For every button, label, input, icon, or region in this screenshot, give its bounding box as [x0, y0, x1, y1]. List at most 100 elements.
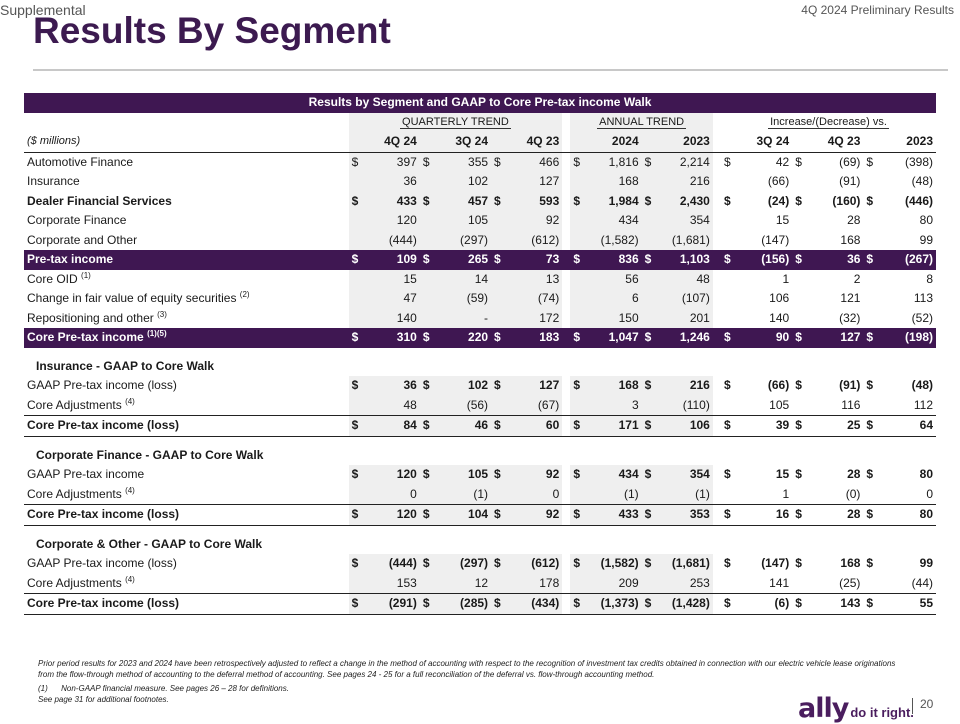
dollar-sign: $ [419, 152, 435, 172]
cell-value: 141 [769, 575, 790, 590]
group-annual: ANNUAL TREND [570, 112, 713, 132]
cell-value: 92 [505, 211, 563, 231]
cell-value: 28 [847, 467, 861, 481]
cell-value: 1,103 [655, 250, 713, 270]
cell-value: 2,430 [655, 191, 713, 211]
cell-value: 1 [782, 271, 790, 286]
cell-value: 355 [434, 152, 492, 172]
dollar-sign: $ [570, 554, 585, 574]
table-row: Insurance 36 102 127 168 216 (66) (91) (48) [24, 172, 936, 192]
table-row: Pre-tax income $109 $265 $73 $836 $1,103 $ (156… [24, 250, 936, 270]
cell-value: 150 [584, 308, 642, 328]
cell-value: 60 [505, 415, 563, 437]
table-row: GAAP Pre-tax income (loss) $ (444) $ (297) $(… [24, 554, 936, 574]
cell-value: 127 [505, 172, 563, 192]
dollar-sign: $ [570, 250, 585, 270]
row-label: Dealer Financial Services [27, 193, 172, 208]
cell-value: (107) [655, 289, 713, 309]
dollar-sign: $ [720, 593, 736, 615]
cell-value: 15 [775, 467, 790, 481]
dollar-sign: $ [792, 328, 807, 348]
cell-value: 16 [735, 504, 793, 526]
cell-value: 433 [362, 191, 420, 211]
cell-value: 168 [584, 172, 642, 192]
cell-value: 105 [434, 211, 492, 231]
dollar-sign: $ [491, 593, 506, 615]
cell-value: (1,582) [584, 554, 642, 574]
cell-value: 48 [655, 269, 713, 289]
cell-value: 140 [769, 310, 790, 325]
dollar-sign: $ [570, 593, 585, 615]
cell-value: (446) [904, 193, 933, 208]
footnote-2: See page 31 for additional footnotes. [38, 695, 169, 704]
table-row: GAAP Pre-tax income (loss) $36 $102 $127 $16… [24, 376, 936, 396]
cell-value: 172 [505, 308, 563, 328]
cell-value: 113 [913, 291, 933, 305]
table-row: Core Adjustments (4) 48 (56) (67) 3 (110) 105 1… [24, 395, 936, 416]
cell-value: 593 [505, 191, 563, 211]
cell-value: 25 [806, 415, 864, 437]
cell-value: 434 [584, 465, 642, 485]
cell-value: (48) [911, 174, 933, 188]
dollar-sign: $ [641, 504, 656, 526]
cell-value: 64 [877, 415, 936, 437]
cell-value: 434 [584, 211, 642, 231]
dollar-sign: $ [866, 556, 874, 570]
dollar-sign: $ [419, 465, 435, 485]
cell-value: 216 [655, 376, 713, 396]
cell-value: (1,681) [655, 554, 713, 574]
cell-value: (156) [735, 250, 793, 270]
row-label: Core Pre-tax income (loss) [24, 593, 349, 615]
cell-value: 90 [735, 328, 793, 348]
dollar-sign: $ [723, 556, 731, 570]
dollar-sign: $ [491, 415, 506, 437]
cell-value: 121 [840, 291, 861, 305]
cell-value: 39 [735, 415, 793, 437]
dollar-sign: $ [491, 504, 506, 526]
cell-value: 353 [655, 504, 713, 526]
table-row: Automotive Finance $397 $355 $466 $1,816 $2,2… [24, 152, 936, 172]
cell-value: 12 [434, 573, 492, 594]
dollar-sign: $ [491, 554, 506, 574]
column-header: 4Q 24 [348, 132, 420, 153]
dollar-sign: $ [491, 376, 506, 396]
table-row: Core Adjustments (4) 153 12 178 209 253 141 (25… [24, 573, 936, 594]
cell-value: 1,047 [584, 328, 642, 348]
cell-value: 92 [505, 465, 563, 485]
dollar-sign: $ [419, 376, 435, 396]
dollar-sign: $ [720, 504, 736, 526]
row-label: GAAP Pre-tax income [27, 467, 145, 481]
cell-value: (56) [434, 395, 492, 416]
cell-value: 397 [362, 152, 420, 172]
cell-value: - [434, 308, 492, 328]
cell-value: (32) [839, 310, 861, 325]
dollar-sign: $ [720, 415, 736, 437]
row-label: GAAP Pre-tax income (loss) [27, 378, 177, 392]
dollar-sign: $ [491, 152, 506, 172]
dollar-sign: $ [641, 465, 656, 485]
cell-value: 354 [655, 211, 713, 231]
dollar-sign: $ [570, 504, 585, 526]
row-label: GAAP Pre-tax income (loss) [27, 556, 177, 570]
cell-value: (110) [655, 395, 713, 416]
column-header: 4Q 23 [792, 132, 864, 153]
cell-value: 168 [840, 556, 861, 570]
dollar-sign: $ [419, 415, 435, 437]
table-row: Core Pre-tax income (loss) $84 $46 $60 $171 $… [24, 415, 936, 437]
dollar-sign: $ [792, 415, 807, 437]
section-header: Corporate Finance - GAAP to Core Walk [24, 446, 936, 466]
dollar-sign: $ [792, 250, 807, 270]
row-label: Insurance [27, 174, 80, 188]
cell-value: (612) [505, 554, 563, 574]
cell-value: 0 [926, 486, 933, 501]
cell-value: 106 [769, 291, 790, 305]
dollar-sign: $ [348, 554, 363, 574]
section-title: Insurance - GAAP to Core Walk [36, 358, 215, 373]
cell-value: 84 [362, 415, 420, 437]
cell-value: 46 [434, 415, 492, 437]
section-title: Corporate & Other - GAAP to Core Walk [36, 536, 263, 551]
table-row: Change in fair value of equity securitie… [24, 289, 936, 309]
cell-value: 80 [919, 467, 933, 481]
page-divider [912, 698, 913, 714]
cell-value: 216 [655, 172, 713, 192]
